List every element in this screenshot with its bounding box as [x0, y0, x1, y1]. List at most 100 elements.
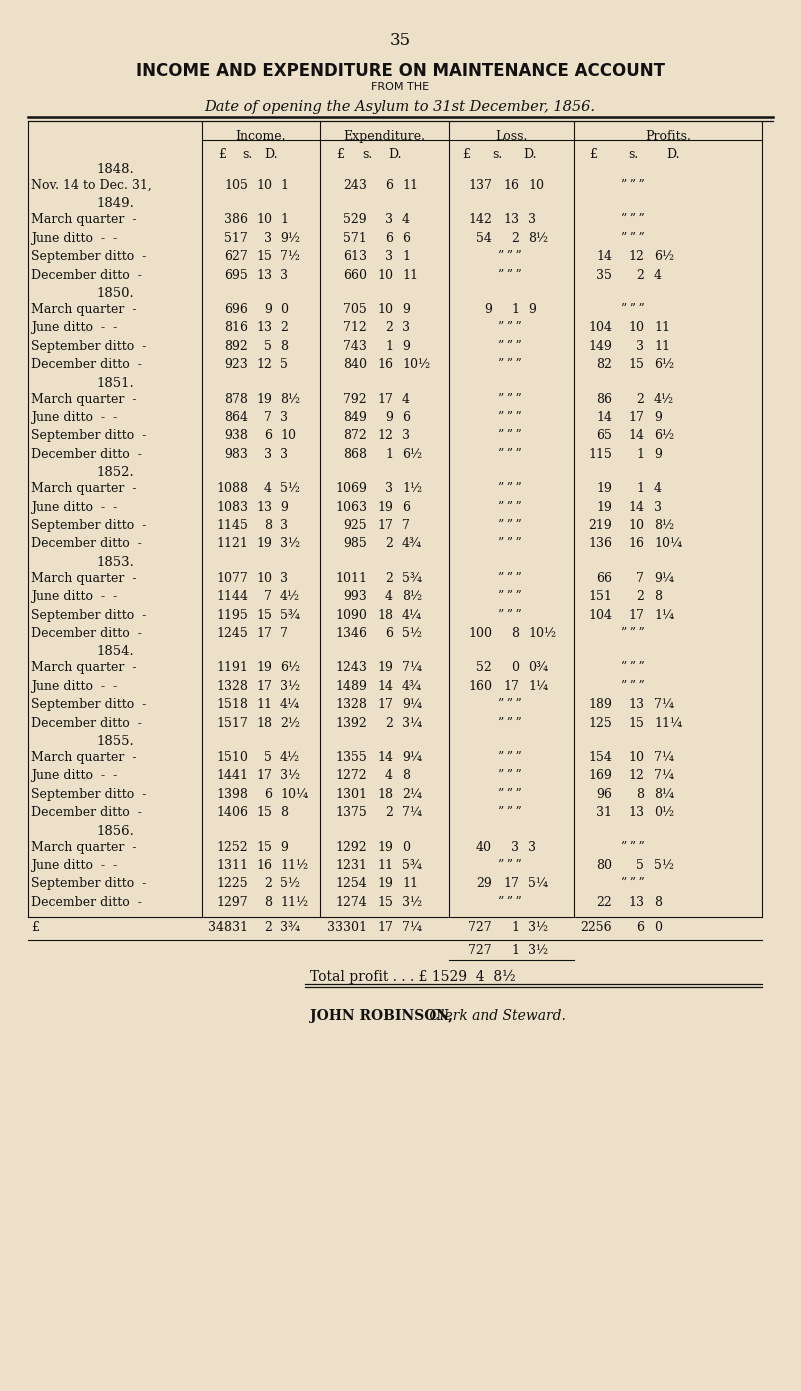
Text: 0: 0: [511, 661, 519, 675]
Text: 4: 4: [385, 590, 393, 604]
Text: 849: 849: [343, 410, 367, 424]
Text: 4½: 4½: [280, 590, 300, 604]
Text: 19: 19: [377, 840, 393, 854]
Text: 840: 840: [343, 359, 367, 371]
Text: 9¼: 9¼: [402, 698, 422, 711]
Text: FROM THE: FROM THE: [371, 82, 429, 92]
Text: ” ” ”: ” ” ”: [498, 572, 522, 584]
Text: 1406: 1406: [216, 807, 248, 819]
Text: 10: 10: [256, 213, 272, 227]
Text: 696: 696: [224, 303, 248, 316]
Text: 1346: 1346: [335, 627, 367, 640]
Text: 8: 8: [280, 339, 288, 353]
Text: 6½: 6½: [654, 430, 674, 442]
Text: £: £: [31, 921, 39, 935]
Text: 1355: 1355: [336, 751, 367, 764]
Text: 115: 115: [588, 448, 612, 460]
Text: Profits.: Profits.: [645, 129, 691, 143]
Text: 1328: 1328: [216, 680, 248, 693]
Text: 5½: 5½: [280, 878, 300, 890]
Text: 189: 189: [588, 698, 612, 711]
Text: 4: 4: [264, 483, 272, 495]
Text: 3: 3: [402, 321, 410, 334]
Text: ” ” ”: ” ” ”: [621, 840, 645, 854]
Text: 5¾: 5¾: [402, 572, 422, 584]
Text: ” ” ”: ” ” ”: [498, 807, 522, 819]
Text: 3: 3: [636, 339, 644, 353]
Text: 3½: 3½: [280, 680, 300, 693]
Text: 1252: 1252: [216, 840, 248, 854]
Text: 11¼: 11¼: [654, 716, 682, 730]
Text: 5¾: 5¾: [402, 860, 422, 872]
Text: June ditto  -  -: June ditto - -: [31, 410, 117, 424]
Text: June ditto  -  -: June ditto - -: [31, 590, 117, 604]
Text: 5½: 5½: [402, 627, 422, 640]
Text: 993: 993: [344, 590, 367, 604]
Text: 878: 878: [224, 392, 248, 406]
Text: 5½: 5½: [280, 483, 300, 495]
Text: 5: 5: [264, 339, 272, 353]
Text: 1225: 1225: [216, 878, 248, 890]
Text: 14: 14: [628, 501, 644, 513]
Text: 13: 13: [628, 807, 644, 819]
Text: 6: 6: [402, 501, 410, 513]
Text: 18: 18: [377, 609, 393, 622]
Text: 9: 9: [528, 303, 536, 316]
Text: ” ” ”: ” ” ”: [621, 213, 645, 227]
Text: 3½: 3½: [280, 537, 300, 551]
Text: 4: 4: [654, 483, 662, 495]
Text: December ditto  -: December ditto -: [31, 627, 142, 640]
Text: D.: D.: [523, 147, 537, 161]
Text: December ditto  -: December ditto -: [31, 448, 142, 460]
Text: 11½: 11½: [280, 860, 308, 872]
Text: 10¼: 10¼: [654, 537, 682, 551]
Text: ” ” ”: ” ” ”: [498, 448, 522, 460]
Text: 7¼: 7¼: [654, 751, 674, 764]
Text: 1855.: 1855.: [96, 734, 134, 748]
Text: ” ” ”: ” ” ”: [621, 303, 645, 316]
Text: ” ” ”: ” ” ”: [498, 392, 522, 406]
Text: 7: 7: [636, 572, 644, 584]
Text: December ditto  -: December ditto -: [31, 807, 142, 819]
Text: 19: 19: [377, 878, 393, 890]
Text: 8: 8: [511, 627, 519, 640]
Text: 1145: 1145: [216, 519, 248, 531]
Text: 627: 627: [224, 250, 248, 263]
Text: 2: 2: [636, 268, 644, 281]
Text: 6: 6: [385, 232, 393, 245]
Text: Income.: Income.: [235, 129, 286, 143]
Text: 17: 17: [377, 698, 393, 711]
Text: 65: 65: [596, 430, 612, 442]
Text: 1: 1: [280, 179, 288, 192]
Text: 1850.: 1850.: [96, 287, 134, 300]
Text: 8: 8: [402, 769, 410, 782]
Text: March quarter  -: March quarter -: [31, 213, 136, 227]
Text: 10: 10: [528, 179, 544, 192]
Text: 22: 22: [596, 896, 612, 908]
Text: 3½: 3½: [402, 896, 422, 908]
Text: 169: 169: [588, 769, 612, 782]
Text: ” ” ”: ” ” ”: [498, 609, 522, 622]
Text: 19: 19: [377, 501, 393, 513]
Text: 100: 100: [468, 627, 492, 640]
Text: 7¼: 7¼: [402, 807, 422, 819]
Text: 1292: 1292: [336, 840, 367, 854]
Text: 1: 1: [636, 483, 644, 495]
Text: 6½: 6½: [402, 448, 422, 460]
Text: INCOME AND EXPENDITURE ON MAINTENANCE ACCOUNT: INCOME AND EXPENDITURE ON MAINTENANCE AC…: [135, 63, 665, 81]
Text: 6: 6: [264, 787, 272, 801]
Text: 705: 705: [344, 303, 367, 316]
Text: 3: 3: [280, 519, 288, 531]
Text: 1297: 1297: [216, 896, 248, 908]
Text: 1856.: 1856.: [96, 825, 134, 837]
Text: 16: 16: [377, 359, 393, 371]
Text: 727: 727: [469, 943, 492, 957]
Text: 10: 10: [377, 303, 393, 316]
Text: 40: 40: [476, 840, 492, 854]
Text: 12: 12: [628, 250, 644, 263]
Text: 10: 10: [628, 321, 644, 334]
Text: 15: 15: [628, 359, 644, 371]
Text: 4½: 4½: [280, 751, 300, 764]
Text: 6: 6: [402, 410, 410, 424]
Text: 1083: 1083: [216, 501, 248, 513]
